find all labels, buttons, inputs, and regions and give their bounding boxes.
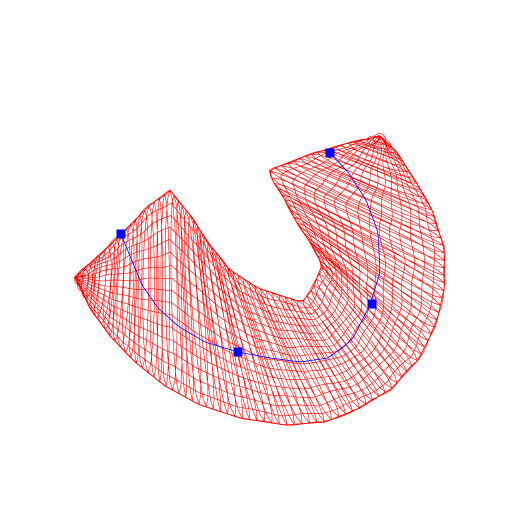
control-point-2[interactable] <box>325 148 335 158</box>
control-point-1[interactable] <box>116 229 126 239</box>
control-points[interactable] <box>116 148 377 357</box>
spline-curve <box>120 152 381 363</box>
control-point-4[interactable] <box>233 347 243 357</box>
spline-path <box>120 152 381 363</box>
mesh-longitudinal-lines <box>73 135 446 426</box>
control-point-3[interactable] <box>367 299 377 309</box>
tube-mesh <box>73 133 446 426</box>
mesh-outline <box>74 135 446 426</box>
mesh-cross-sections <box>74 133 446 426</box>
